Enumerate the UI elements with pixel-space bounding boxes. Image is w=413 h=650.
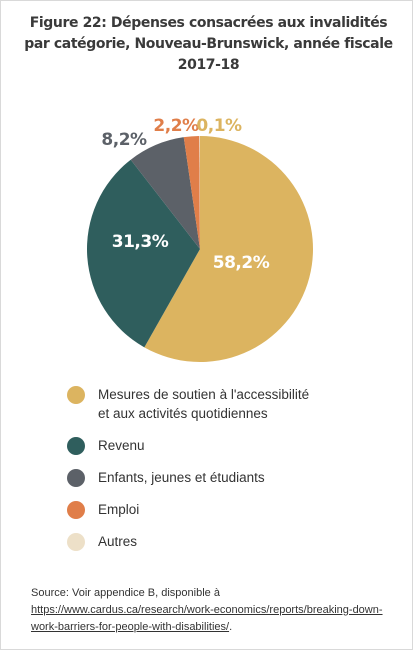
pie-slice-1	[144, 136, 313, 362]
legend-label: Mesures de soutien à l'accessibilité et a…	[98, 387, 310, 421]
legend-label: Enfants, jeunes et étudiants	[98, 470, 265, 485]
legend-item: Autres	[67, 532, 402, 551]
legend-item: Revenu	[67, 436, 402, 455]
slice-label-2: 31,3%	[112, 232, 169, 252]
source-prefix: Source: Voir appendice B, disponible à	[31, 587, 220, 599]
source-note: Source: Voir appendice B, disponible à h…	[31, 585, 390, 636]
legend-swatch	[67, 533, 85, 551]
pie-slice-4	[183, 136, 200, 249]
legend-label: Revenu	[98, 438, 145, 453]
legend-item: Mesures de soutien à l'accessibilité et a…	[67, 385, 402, 423]
slice-label-4: 2,2%	[153, 116, 199, 136]
chart-title: Figure 22: Dépenses consacrées aux inval…	[24, 15, 393, 73]
legend-swatch	[67, 437, 85, 455]
legend-swatch	[67, 469, 85, 487]
source-link[interactable]: https://www.cardus.ca/research/work-econ…	[31, 604, 383, 633]
pie-slice-3	[130, 137, 200, 249]
slice-label-1: 58,2%	[213, 253, 270, 273]
pie-slice-2	[87, 159, 200, 348]
pie-chart: 58,2% 31,3% 8,2% 2,2%0,1%	[87, 116, 313, 362]
pie-slice-5	[199, 136, 200, 249]
source-suffix: .	[229, 621, 233, 633]
legend-swatch	[67, 386, 85, 404]
legend: Mesures de soutien à l'accessibilité et a…	[67, 385, 402, 564]
legend-item: Emploi	[67, 500, 402, 519]
legend-label: Autres	[98, 534, 138, 549]
legend-swatch	[67, 501, 85, 519]
legend-item: Enfants, jeunes et étudiants	[67, 468, 402, 487]
slice-label-3: 8,2%	[101, 130, 147, 150]
legend-label: Emploi	[98, 502, 140, 517]
slice-label-5: 0,1%	[196, 116, 242, 136]
